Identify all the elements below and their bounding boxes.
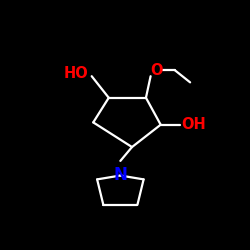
Text: N: N <box>114 166 127 184</box>
Text: HO: HO <box>64 66 88 82</box>
Text: O: O <box>150 62 163 78</box>
Text: OH: OH <box>182 117 206 132</box>
